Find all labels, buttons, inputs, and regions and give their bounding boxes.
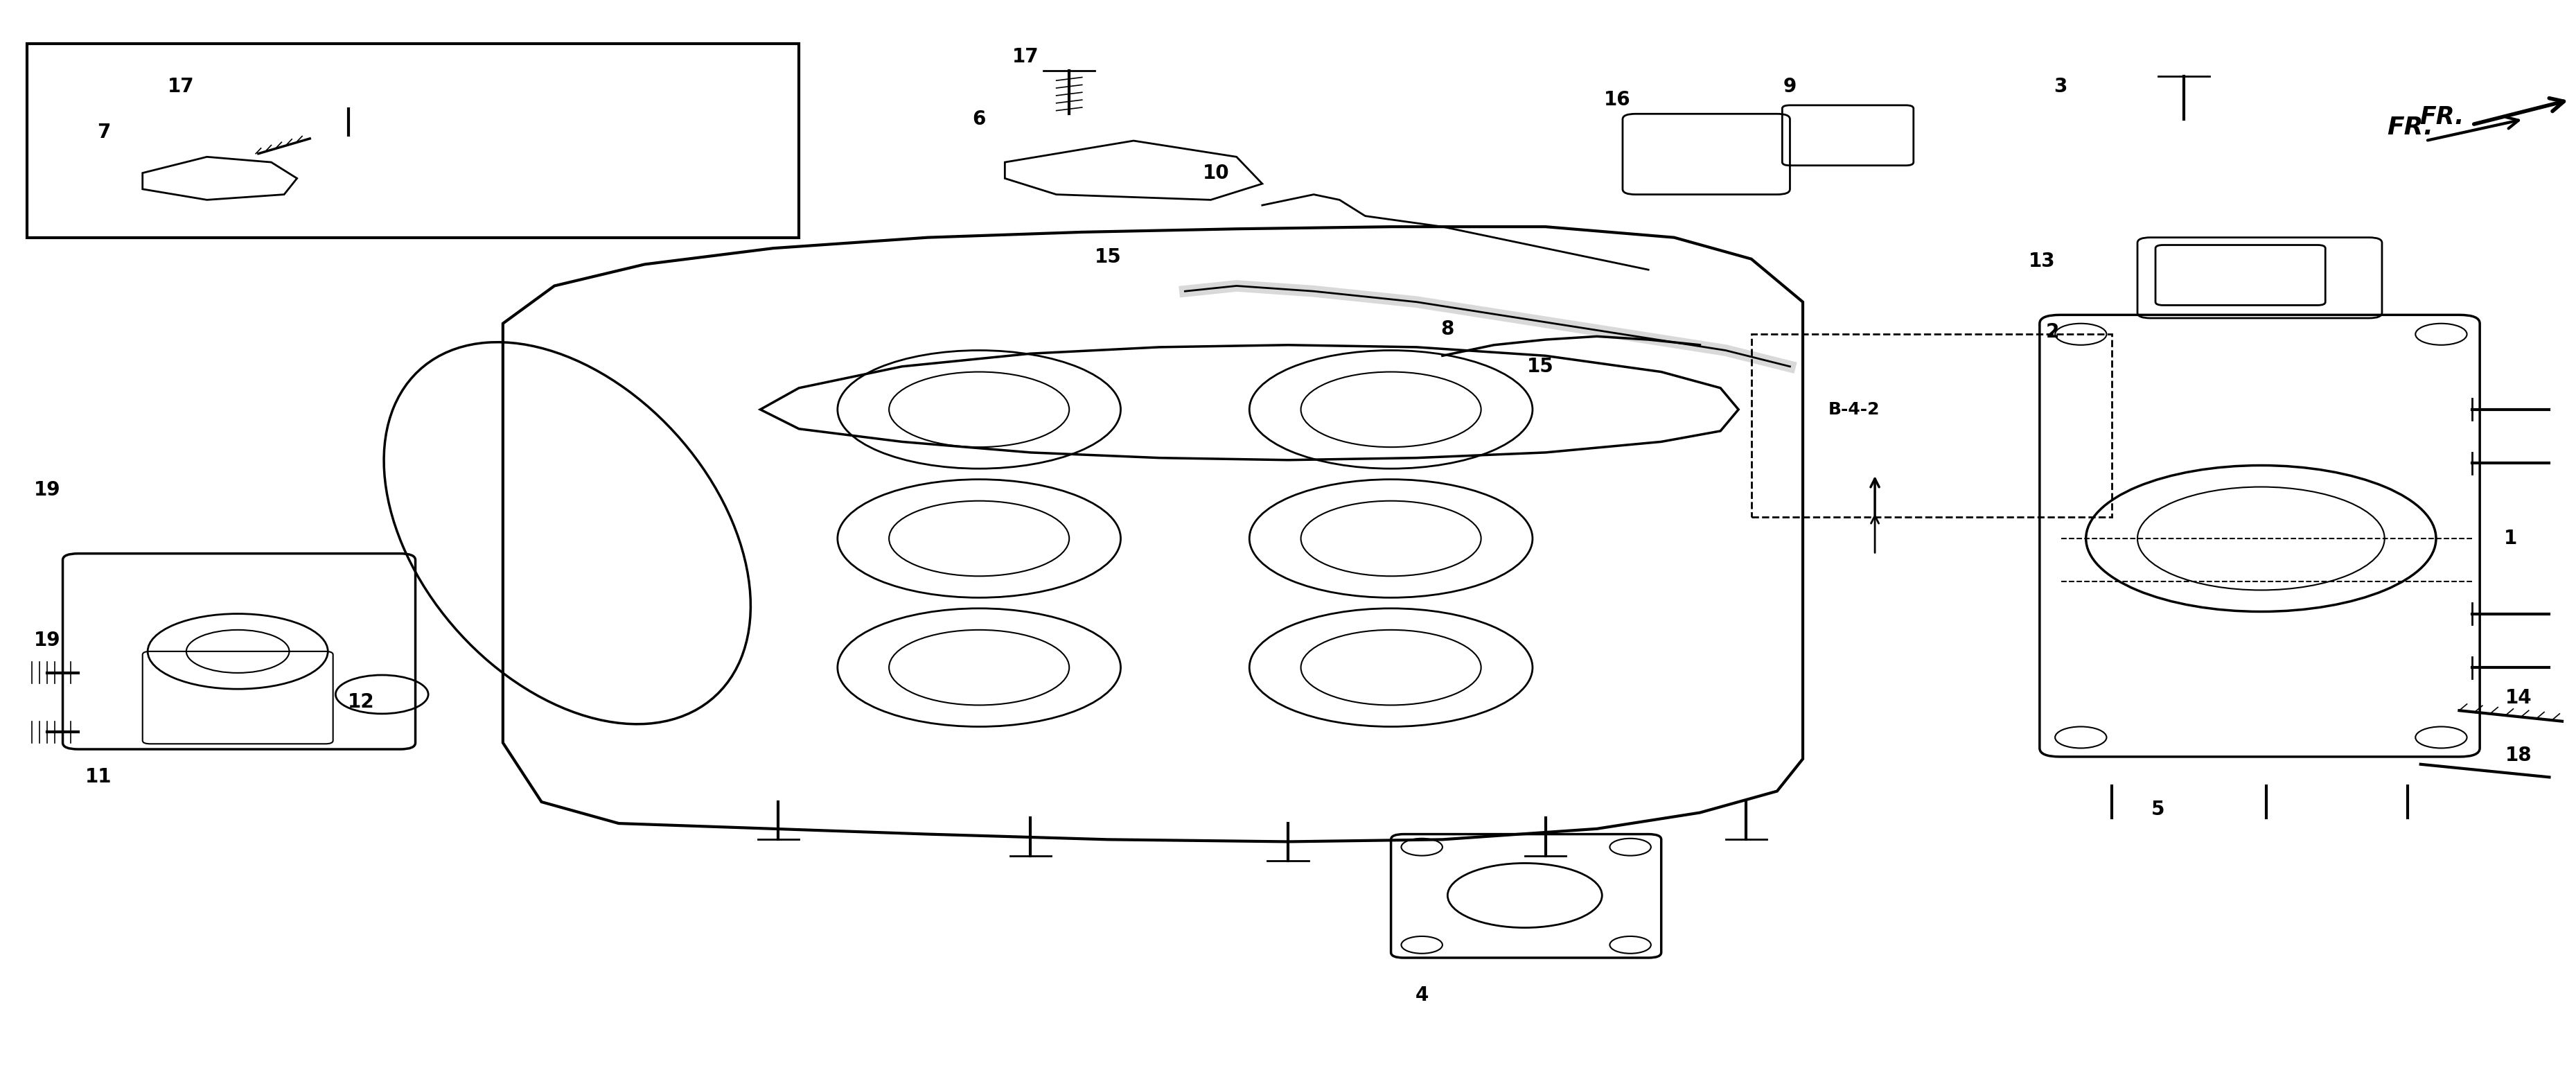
Text: 19: 19 bbox=[33, 480, 62, 500]
Bar bbox=[26, 44, 799, 238]
Text: 5: 5 bbox=[2151, 800, 2164, 820]
Text: 12: 12 bbox=[348, 693, 374, 712]
Text: 10: 10 bbox=[1203, 164, 1229, 183]
Text: 3: 3 bbox=[2053, 78, 2066, 97]
Text: 18: 18 bbox=[2504, 746, 2532, 766]
Text: 15: 15 bbox=[1095, 247, 1121, 266]
Text: 17: 17 bbox=[167, 78, 196, 97]
Text: 8: 8 bbox=[1440, 319, 1455, 338]
Text: B-4-2: B-4-2 bbox=[1829, 401, 1880, 418]
Text: 7: 7 bbox=[98, 123, 111, 142]
Text: 13: 13 bbox=[2030, 251, 2056, 270]
Text: 16: 16 bbox=[1605, 90, 1631, 110]
Text: 17: 17 bbox=[1012, 47, 1038, 67]
Text: 15: 15 bbox=[1528, 356, 1553, 376]
Text: 14: 14 bbox=[2504, 688, 2532, 708]
Text: 19: 19 bbox=[33, 631, 62, 651]
Text: 4: 4 bbox=[1414, 985, 1430, 1005]
Text: 1: 1 bbox=[2504, 529, 2517, 548]
Text: 9: 9 bbox=[1783, 78, 1795, 97]
Text: 2: 2 bbox=[2045, 322, 2058, 341]
Text: FR.: FR. bbox=[2419, 106, 2465, 129]
Text: 11: 11 bbox=[85, 768, 113, 787]
Bar bbox=[1752, 334, 2112, 517]
Text: 6: 6 bbox=[971, 110, 987, 129]
Text: FR.: FR. bbox=[2388, 116, 2434, 140]
